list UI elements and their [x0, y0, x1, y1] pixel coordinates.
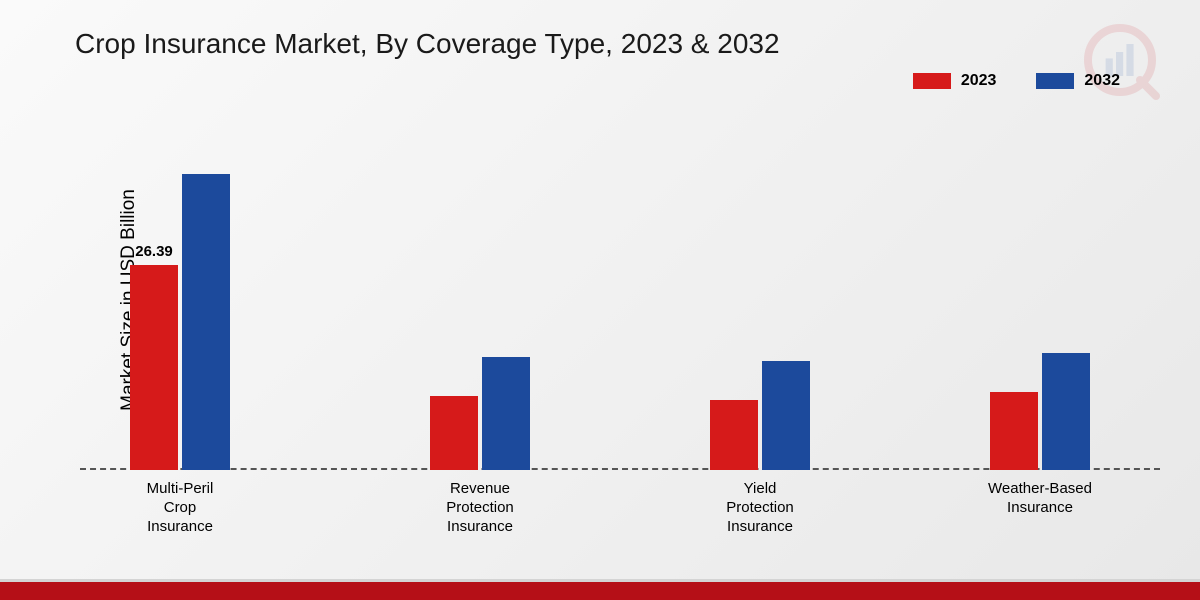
legend-swatch-2032 [1036, 73, 1074, 89]
legend: 2023 2032 [913, 72, 1120, 90]
footer-band [0, 582, 1200, 600]
bar [710, 400, 758, 470]
chart-title: Crop Insurance Market, By Coverage Type,… [75, 28, 780, 60]
bar-group [990, 353, 1090, 470]
bar [1042, 353, 1090, 470]
legend-item-2023: 2023 [913, 72, 997, 90]
bar [182, 174, 230, 470]
bar-group [430, 357, 530, 470]
x-axis-label: Multi-Peril Crop Insurance [147, 480, 214, 536]
bar-value-label: 26.39 [135, 243, 173, 260]
legend-label-2032: 2032 [1084, 72, 1120, 90]
legend-swatch-2023 [913, 73, 951, 89]
x-axis-label: Weather-Based Insurance [988, 480, 1092, 518]
x-axis-label: Yield Protection Insurance [726, 480, 794, 536]
bar [430, 396, 478, 470]
bar [762, 361, 810, 470]
bar-group [710, 361, 810, 470]
plot-area: 26.39Multi-Peril Crop InsuranceRevenue P… [80, 120, 1160, 470]
legend-label-2023: 2023 [961, 72, 997, 90]
bar-group: 26.39 [130, 174, 230, 470]
legend-item-2032: 2032 [1036, 72, 1120, 90]
x-axis-label: Revenue Protection Insurance [446, 480, 514, 536]
bar: 26.39 [130, 265, 178, 470]
bar [990, 392, 1038, 470]
bar [482, 357, 530, 470]
